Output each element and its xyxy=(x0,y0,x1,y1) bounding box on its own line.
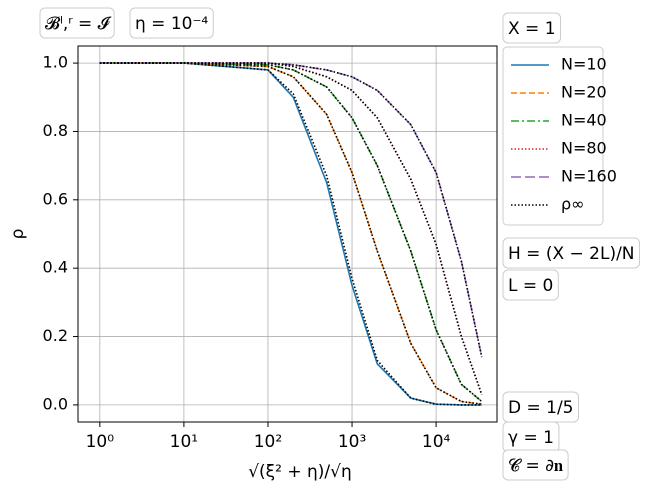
legend-label: N=20 xyxy=(561,83,607,102)
annotation-box xyxy=(39,7,115,39)
y-tick-label: 0.0 xyxy=(43,394,68,413)
annotation-text: L = 0 xyxy=(508,276,553,296)
legend-label: N=160 xyxy=(561,167,617,186)
annotation-box xyxy=(502,12,562,44)
annotation-text: H = (X − 2L)/N xyxy=(508,244,635,264)
line xyxy=(99,62,483,395)
x-tick-label: 10⁴ xyxy=(422,432,451,452)
x-tick-label: 10² xyxy=(254,432,282,452)
legend-box xyxy=(502,46,604,226)
y-tick-label: 0.8 xyxy=(43,121,68,140)
y-tick-label: 0.4 xyxy=(43,258,68,277)
line xyxy=(99,62,482,406)
annotation-box xyxy=(502,237,641,269)
annotation-text: 𝓒 = ∂𝐧 xyxy=(508,456,563,476)
legend-label: N=80 xyxy=(561,139,607,158)
annotation-text: D = 1/5 xyxy=(508,398,574,418)
y-axis-label: ρ xyxy=(8,229,28,240)
x-axis-label: √(ξ² + η)/√η xyxy=(248,462,352,482)
x-tick-label: 10¹ xyxy=(170,432,198,452)
y-tick-label: 0.2 xyxy=(43,326,68,345)
annotation-text: η = 10⁻⁴ xyxy=(135,14,208,34)
line xyxy=(99,62,483,358)
annotation: X = 1 xyxy=(502,12,562,44)
annotation: H = (X − 2L)/N xyxy=(502,237,641,269)
annotation-box xyxy=(502,449,569,481)
legend-label: N=10 xyxy=(561,55,607,74)
plot-frame xyxy=(77,45,498,423)
line xyxy=(99,62,483,395)
annotation: L = 0 xyxy=(502,269,559,301)
legend-label: N=40 xyxy=(561,111,607,130)
y-tick-label: 1.0 xyxy=(43,53,68,72)
annotation-text: γ = 1 xyxy=(508,428,554,448)
legend-label: ρ∞ xyxy=(561,195,584,214)
annotation-box xyxy=(502,269,559,301)
annotation-text: X = 1 xyxy=(508,19,556,39)
annotation: η = 10⁻⁴ xyxy=(129,7,214,39)
annotation: D = 1/5 xyxy=(502,391,580,423)
line xyxy=(99,62,482,405)
annotation-box xyxy=(129,7,214,39)
x-tick-label: 10⁰ xyxy=(86,432,115,452)
annotation: γ = 1 xyxy=(502,421,560,453)
line xyxy=(99,62,483,403)
x-tick-label: 10³ xyxy=(338,432,366,452)
line xyxy=(99,62,483,358)
annotation: 𝓑ˡ,ʳ = 𝓘 xyxy=(39,7,115,39)
annotation: 𝓒 = ∂𝐧 xyxy=(502,449,569,481)
line xyxy=(99,62,482,405)
line xyxy=(99,62,482,406)
y-tick-label: 0.6 xyxy=(43,189,68,208)
line xyxy=(99,62,483,403)
annotation-text: 𝓑ˡ,ʳ = 𝓘 xyxy=(45,14,112,34)
